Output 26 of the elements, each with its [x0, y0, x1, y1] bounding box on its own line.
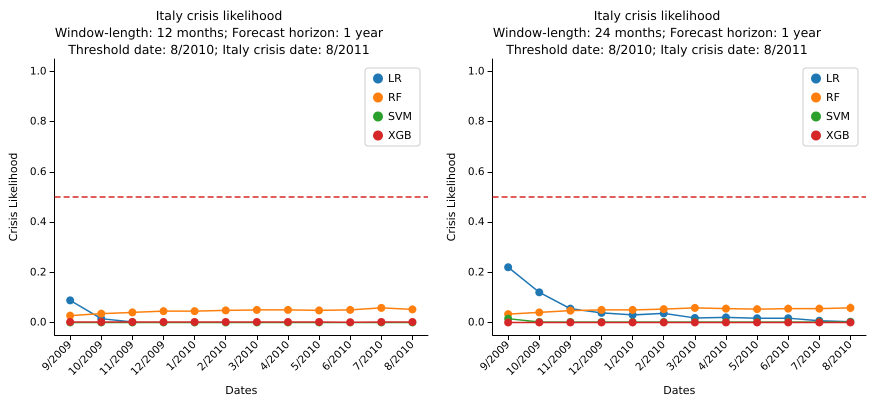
legend-label: RF — [388, 91, 402, 104]
y-tick-label: 0.2 — [468, 266, 485, 278]
chart-title: Italy crisis likelihood Window-length: 24 months; Forecast horizon: 1 year Threshold date: 8/2010; Italy crisis date: 8/2011 — [492, 8, 822, 57]
x-axis-title: Dates — [663, 384, 696, 397]
chart-title: Italy crisis likelihood Window-length: 12 months; Forecast horizon: 1 year Threshold date: 8/2010; Italy crisis date: 8/2011 — [54, 8, 384, 57]
y-axis-title: Crisis Likelihood — [7, 152, 20, 242]
legend-label: RF — [826, 91, 840, 104]
y-axis-title: Crisis Likelihood — [445, 152, 458, 242]
x-axis-title: Dates — [225, 384, 258, 397]
y-tick-label: 0.0 — [468, 316, 485, 328]
legend-label: SVM — [388, 110, 412, 123]
legend-label: LR — [388, 72, 402, 85]
y-tick-label: 0.8 — [30, 116, 47, 128]
legend-label: XGB — [388, 129, 412, 142]
legend-label: XGB — [826, 129, 850, 142]
y-tick-label: 1.0 — [468, 66, 485, 78]
legend-label: LR — [826, 72, 840, 85]
y-tick-label: 0.4 — [468, 216, 485, 228]
y-tick-label: 0.6 — [30, 166, 47, 178]
y-tick-label: 1.0 — [30, 66, 47, 78]
legend-label: SVM — [826, 110, 850, 123]
y-tick-label: 0.8 — [468, 116, 485, 128]
y-tick-label: 0.2 — [30, 266, 47, 278]
y-tick-label: 0.6 — [468, 166, 485, 178]
y-tick-label: 0.0 — [30, 316, 47, 328]
y-tick-label: 0.4 — [30, 216, 47, 228]
